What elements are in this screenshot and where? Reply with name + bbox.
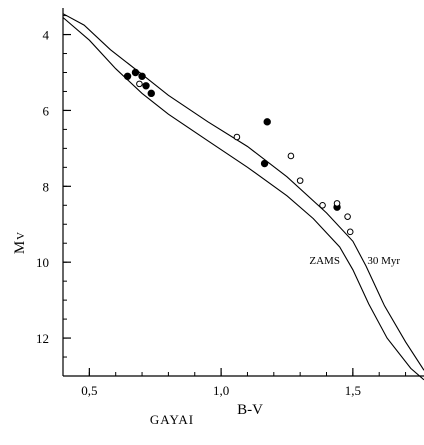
y-axis-title-main: M: [12, 241, 28, 254]
x-tick-label: 0,5: [81, 383, 97, 398]
open-point: [296, 177, 304, 184]
open-point: [333, 200, 341, 207]
label-layer: B-V GAYAI MV 30 Myr ZAMS: [12, 232, 400, 427]
filled-point: [263, 118, 271, 126]
open-point: [136, 80, 143, 88]
filled-point: [147, 89, 155, 98]
filled-point: [142, 82, 150, 90]
y-tick-label: 10: [36, 255, 49, 270]
x-axis-title: B-V: [237, 402, 263, 418]
y-axis-title: MV: [12, 232, 28, 254]
curve-label-zams: ZAMS: [309, 255, 340, 267]
filled-point: [138, 72, 146, 80]
point-layer: [123, 68, 354, 236]
filled-point: [123, 72, 132, 80]
y-axis-title-text: MV: [12, 232, 28, 254]
y-tick-label: 6: [43, 103, 50, 118]
open-point: [344, 213, 351, 220]
y-tick-label: 8: [43, 179, 50, 194]
filled-point: [131, 68, 140, 77]
open-point: [233, 133, 241, 141]
open-point: [346, 228, 354, 236]
credit-label: GAYAI: [150, 412, 194, 427]
y-tick-label: 4: [43, 28, 50, 43]
curve-label-30-myr: 30 Myr: [367, 255, 400, 267]
filled-point: [260, 159, 269, 168]
y-axis-title-sub: V: [15, 232, 27, 240]
open-point: [287, 152, 295, 160]
x-tick-label: 1,5: [345, 383, 361, 398]
x-tick-label: 1,0: [213, 383, 229, 398]
axes-layer: 0,5 1,0 1,5 4 6 8 10 12: [36, 8, 424, 398]
open-point: [319, 201, 326, 209]
y-tick-label: 12: [36, 331, 49, 346]
